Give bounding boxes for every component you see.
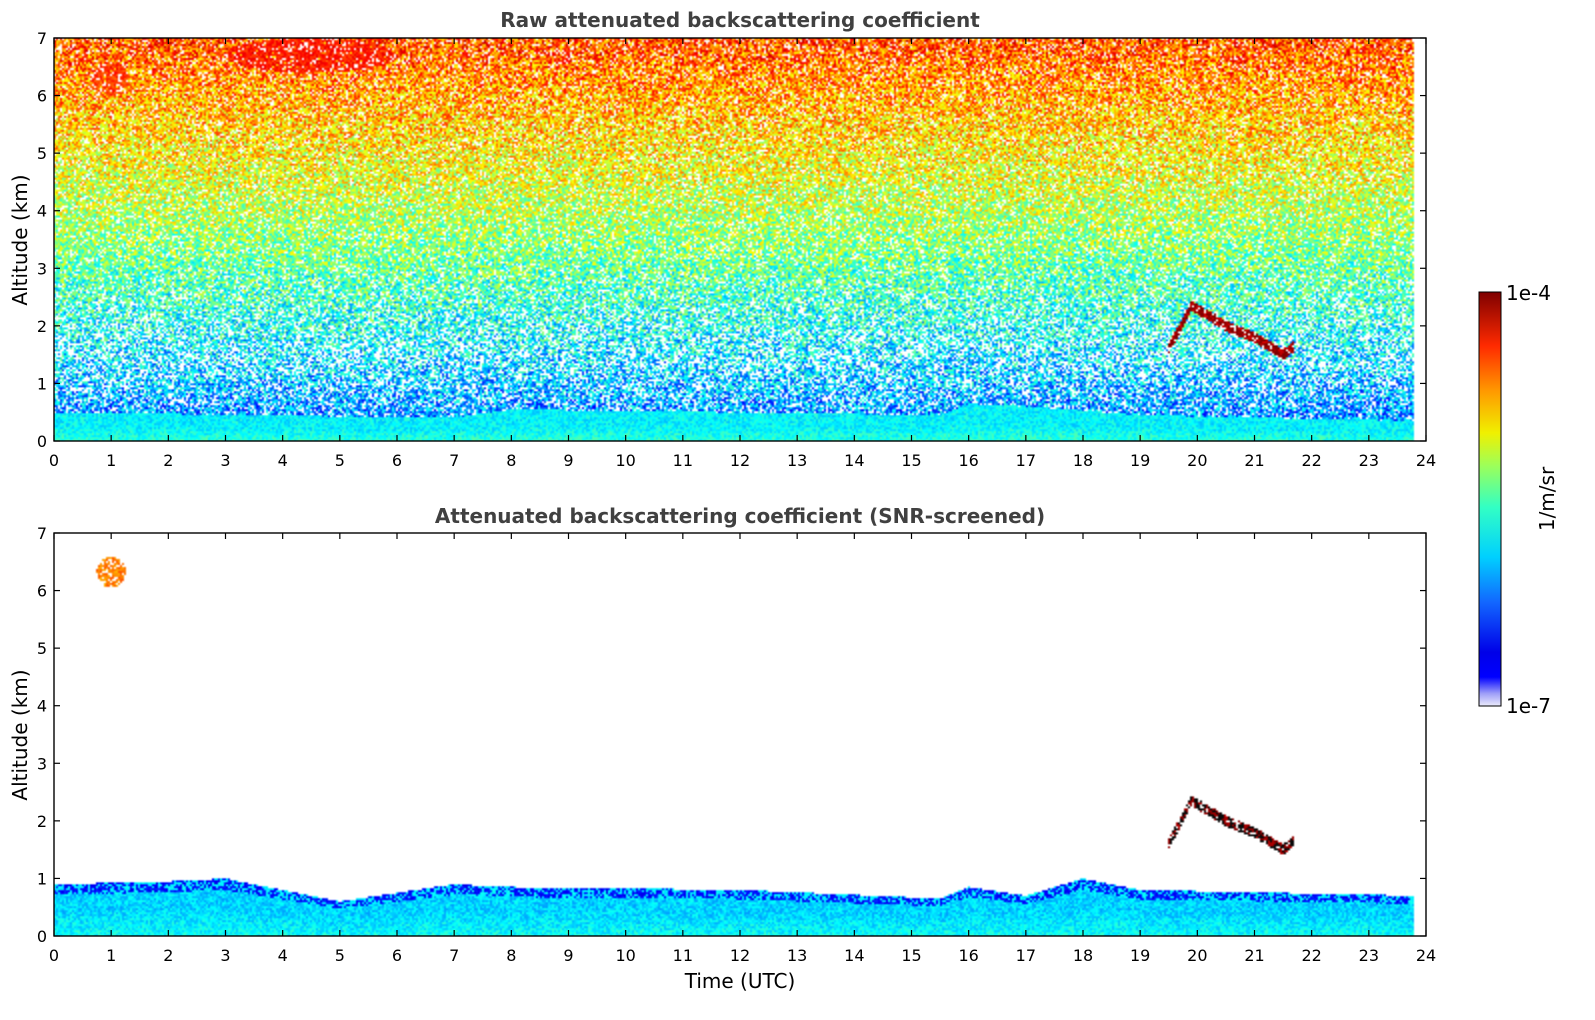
x-tick-label: 2 [163, 946, 173, 965]
x-tick-label: 11 [673, 451, 693, 470]
x-tick-label: 4 [278, 451, 288, 470]
y-tick-label: 3 [37, 754, 47, 773]
x-tick-label: 24 [1416, 946, 1436, 965]
y-tick-label: 1 [37, 374, 47, 393]
y-tick-label: 4 [37, 697, 47, 716]
x-tick-label: 21 [1244, 946, 1264, 965]
x-tick-label: 9 [563, 946, 573, 965]
x-tick-label: 19 [1130, 451, 1150, 470]
y-tick-label: 6 [37, 87, 47, 106]
x-tick-label: 18 [1073, 946, 1093, 965]
x-tick-label: 5 [335, 946, 345, 965]
x-tick-label: 21 [1244, 451, 1264, 470]
x-tick-label: 22 [1301, 451, 1321, 470]
x-tick-label: 14 [844, 451, 864, 470]
y-tick-label: 4 [37, 202, 47, 221]
x-tick-label: 6 [392, 451, 402, 470]
x-axis: 0 1 2 3 4 5 6 7 8 9 10 11 12 13 14 15 16 17 18 19 20 21 22 23 24 [49, 38, 1436, 470]
colorbar-gradient [1478, 291, 1502, 707]
x-tick-label: 23 [1359, 451, 1379, 470]
raw-backscatter-panel: Raw attenuated backscattering coefficien… [8, 8, 1436, 470]
x-tick-label: 9 [563, 451, 573, 470]
x-tick-label: 20 [1187, 451, 1207, 470]
x-tick-label: 16 [958, 946, 978, 965]
x-tick-label: 3 [220, 451, 230, 470]
x-tick-label: 18 [1073, 451, 1093, 470]
y-tick-label: 7 [37, 29, 47, 48]
x-tick-label: 15 [901, 451, 921, 470]
x-tick-label: 24 [1416, 451, 1436, 470]
x-tick-label: 22 [1301, 946, 1321, 965]
x-tick-label: 6 [392, 946, 402, 965]
x-tick-label: 2 [163, 451, 173, 470]
x-tick-label: 10 [615, 946, 635, 965]
x-tick-label: 8 [506, 946, 516, 965]
x-tick-label: 8 [506, 451, 516, 470]
heatmap-image [54, 533, 1426, 936]
colorbar-unit-label: 1/m/sr [1535, 466, 1559, 531]
colorbar: 1e-4 1e-7 1/m/sr [1478, 281, 1559, 718]
x-tick-label: 3 [220, 946, 230, 965]
heatmap-image [54, 38, 1426, 441]
x-tick-label: 19 [1130, 946, 1150, 965]
x-tick-label: 7 [449, 451, 459, 470]
x-tick-label: 1 [106, 451, 116, 470]
x-tick-label: 1 [106, 946, 116, 965]
x-tick-label: 12 [730, 946, 750, 965]
y-axis-label: Altitude (km) [8, 669, 32, 800]
y-axis-label: Altitude (km) [8, 174, 32, 305]
y-tick-label: 1 [37, 869, 47, 888]
x-tick-label: 17 [1016, 946, 1036, 965]
y-tick-label: 2 [37, 812, 47, 831]
x-axis-label: Time (UTC) [684, 969, 796, 993]
y-tick-label: 3 [37, 259, 47, 278]
x-tick-label: 13 [787, 946, 807, 965]
x-tick-label: 0 [49, 451, 59, 470]
y-tick-label: 5 [37, 639, 47, 658]
x-tick-label: 23 [1359, 946, 1379, 965]
y-tick-label: 2 [37, 317, 47, 336]
x-tick-label: 16 [958, 451, 978, 470]
y-tick-label: 6 [37, 582, 47, 601]
colorbar-min-label: 1e-7 [1506, 694, 1551, 718]
x-tick-label: 12 [730, 451, 750, 470]
x-tick-label: 10 [615, 451, 635, 470]
colorbar-max-label: 1e-4 [1506, 281, 1551, 305]
y-tick-label: 0 [37, 927, 47, 946]
x-tick-label: 7 [449, 946, 459, 965]
x-tick-label: 17 [1016, 451, 1036, 470]
x-tick-label: 14 [844, 946, 864, 965]
y-tick-label: 5 [37, 144, 47, 163]
x-axis: 0 1 2 3 4 5 6 7 8 9 10 11 12 13 14 15 16 17 18 19 20 21 22 23 24 [49, 533, 1436, 965]
panel-title: Raw attenuated backscattering coefficien… [500, 8, 980, 32]
x-tick-label: 20 [1187, 946, 1207, 965]
y-tick-label: 0 [37, 432, 47, 451]
y-tick-label: 7 [37, 524, 47, 543]
x-tick-label: 15 [901, 946, 921, 965]
x-tick-label: 0 [49, 946, 59, 965]
y-axis: 0 1 2 3 4 5 6 7 [37, 524, 1426, 946]
x-tick-label: 5 [335, 451, 345, 470]
x-tick-label: 11 [673, 946, 693, 965]
snr-screened-panel: Attenuated backscattering coefficient (S… [8, 504, 1436, 993]
panel-title: Attenuated backscattering coefficient (S… [435, 504, 1045, 528]
x-tick-label: 13 [787, 451, 807, 470]
y-axis: 0 1 2 3 4 5 6 7 [37, 29, 1426, 451]
x-tick-label: 4 [278, 946, 288, 965]
